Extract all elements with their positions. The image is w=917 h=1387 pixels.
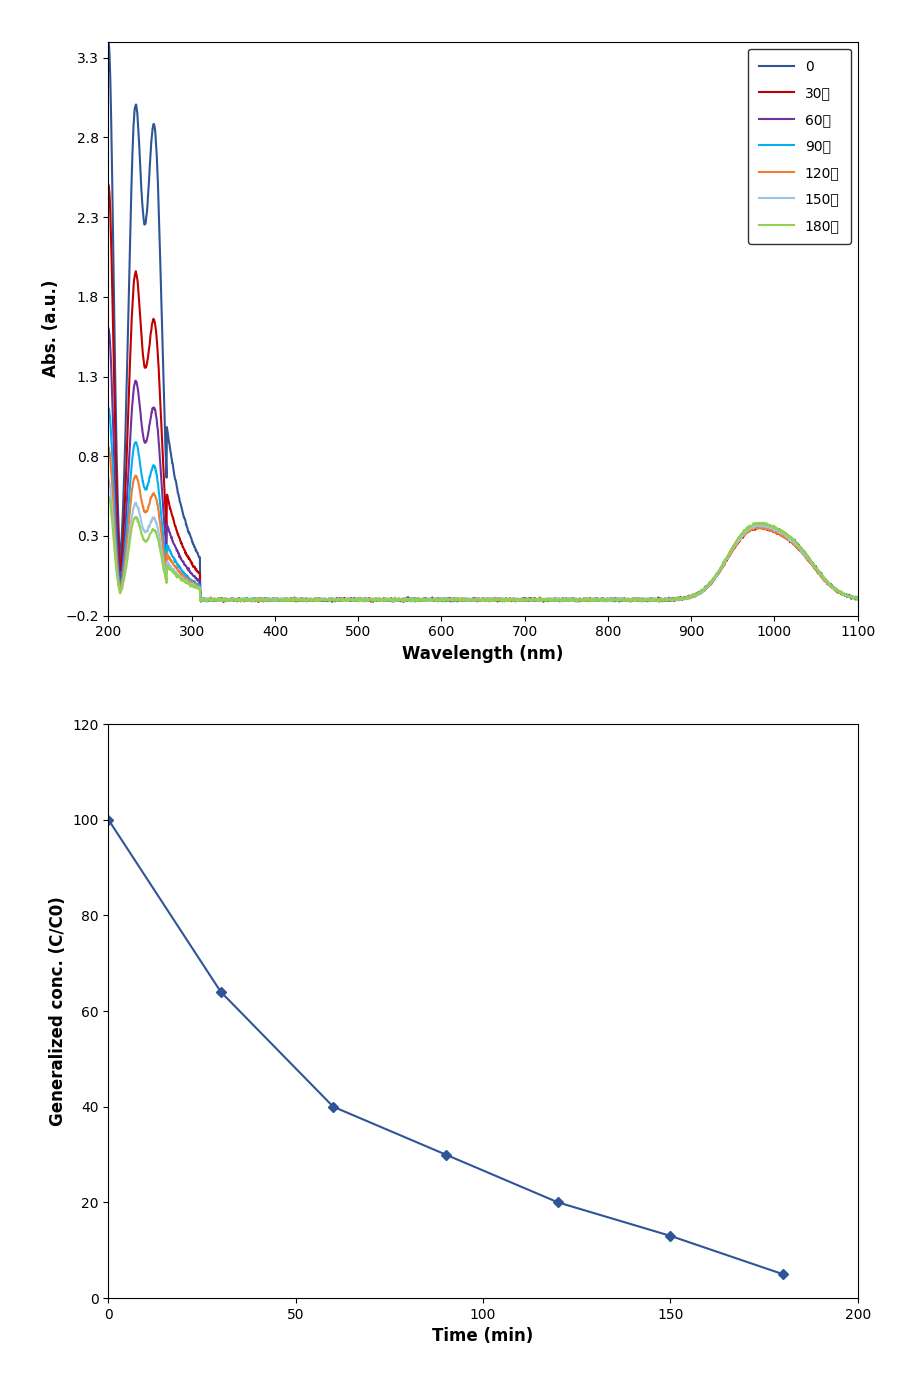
150분 <box>201 594 212 610</box>
90분 <box>141 481 152 498</box>
60분 <box>141 433 152 449</box>
0 <box>468 591 479 608</box>
30분 <box>852 589 863 606</box>
Line: 150분: 150분 <box>108 479 857 602</box>
120분 <box>468 592 479 609</box>
120분 <box>104 440 115 456</box>
60분 <box>693 584 704 601</box>
0 <box>141 207 152 223</box>
60분 <box>852 589 863 606</box>
30분 <box>218 594 229 610</box>
180분 <box>693 585 704 602</box>
90분 <box>852 589 863 606</box>
150분 <box>693 584 704 601</box>
X-axis label: Time (min): Time (min) <box>433 1327 534 1345</box>
0 <box>831 581 842 598</box>
Line: 180분: 180분 <box>108 497 857 602</box>
Y-axis label: Abs. (a.u.): Abs. (a.u.) <box>41 280 60 377</box>
30분 <box>447 594 458 610</box>
Line: 60분: 60분 <box>108 329 857 602</box>
180분 <box>103 488 114 505</box>
0 <box>852 589 863 606</box>
Line: 30분: 30분 <box>108 184 857 602</box>
60분 <box>398 594 409 610</box>
0 <box>831 581 842 598</box>
120분 <box>141 503 152 520</box>
180분 <box>831 581 842 598</box>
90분 <box>103 399 114 416</box>
60분 <box>468 591 479 608</box>
180분 <box>831 583 842 599</box>
Legend: 0, 30분, 60분, 90분, 120분, 150분, 180분: 0, 30분, 60분, 90분, 120분, 150분, 180분 <box>748 49 851 244</box>
Line: 0: 0 <box>108 42 857 602</box>
30분 <box>693 584 704 601</box>
60분 <box>103 320 114 337</box>
150분 <box>468 592 479 609</box>
120분 <box>831 581 842 598</box>
180분 <box>447 592 458 609</box>
150분 <box>831 581 842 598</box>
90분 <box>195 594 206 610</box>
Y-axis label: Generalized conc. (C/C0): Generalized conc. (C/C0) <box>49 896 67 1126</box>
120분 <box>103 441 114 458</box>
0 <box>447 591 458 608</box>
180분 <box>852 591 863 608</box>
30분 <box>831 583 842 599</box>
Line: 120분: 120분 <box>108 448 857 602</box>
0 <box>368 594 379 610</box>
X-axis label: Wavelength (nm): Wavelength (nm) <box>403 645 564 663</box>
30분 <box>141 356 152 373</box>
150분 <box>447 592 458 609</box>
0 <box>693 585 704 602</box>
120분 <box>852 589 863 606</box>
Line: 90분: 90분 <box>108 408 857 602</box>
30분 <box>103 176 114 193</box>
150분 <box>852 589 863 606</box>
90분 <box>693 585 704 602</box>
90분 <box>447 591 458 608</box>
150분 <box>103 470 114 487</box>
60분 <box>831 581 842 598</box>
120분 <box>625 594 636 610</box>
180분 <box>654 594 665 610</box>
60분 <box>447 591 458 608</box>
120분 <box>447 591 458 608</box>
180분 <box>141 533 152 549</box>
30분 <box>831 581 842 598</box>
60분 <box>831 581 842 598</box>
120분 <box>693 585 704 602</box>
90분 <box>831 581 842 598</box>
30분 <box>468 591 479 608</box>
0 <box>103 33 114 50</box>
180분 <box>468 592 479 609</box>
120분 <box>831 584 842 601</box>
90분 <box>468 592 479 609</box>
150분 <box>141 522 152 538</box>
90분 <box>831 580 842 596</box>
150분 <box>831 583 842 599</box>
